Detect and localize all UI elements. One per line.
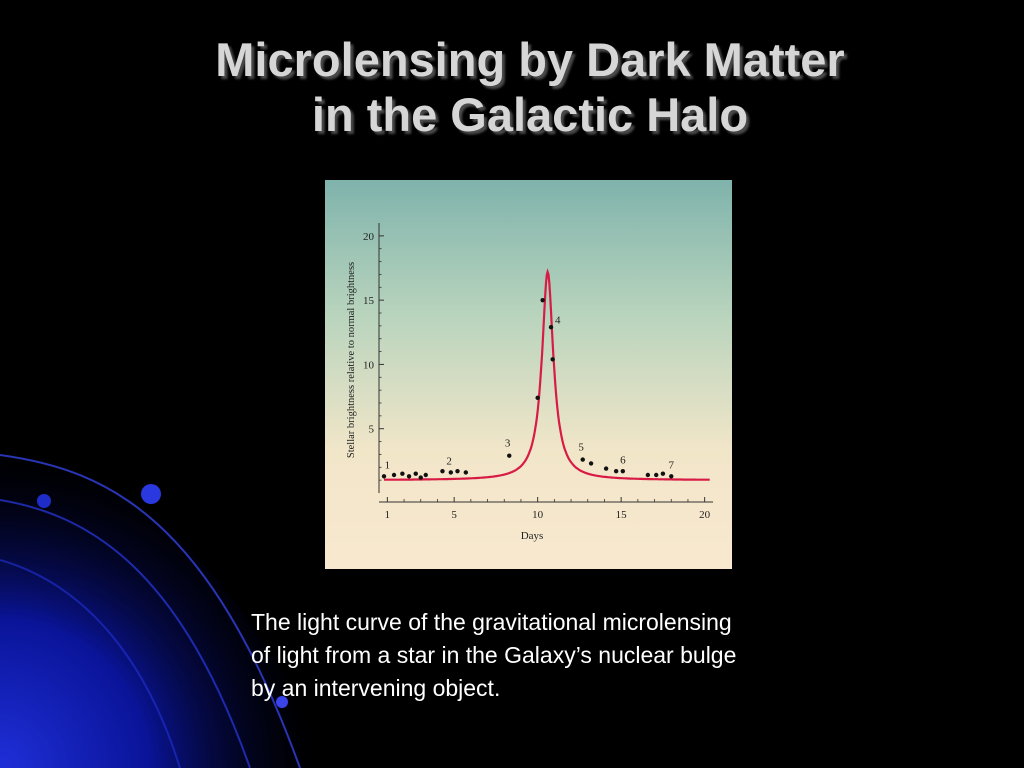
figure-caption: The light curve of the gravitational mic…: [251, 606, 891, 705]
epoch-label: 1: [385, 460, 391, 472]
data-point: [535, 395, 540, 401]
swirl-glow: [0, 440, 330, 768]
slide-title: Microlensing by Dark Matter in the Galac…: [0, 32, 1024, 142]
y-ticks: 5 10 15 20: [363, 231, 384, 481]
data-point: [660, 471, 666, 476]
data-point: [448, 470, 454, 475]
epoch-label: 7: [669, 460, 675, 472]
x-tick-label: 15: [616, 509, 628, 521]
chart-axes: [378, 223, 713, 503]
slide-title-line-2: in the Galactic Halo: [311, 88, 749, 141]
data-point: [580, 457, 585, 462]
data-point: [654, 472, 659, 478]
data-point: [418, 475, 423, 480]
caption-line-3: by an intervening object.: [251, 675, 501, 701]
x-tick-label: 10: [532, 509, 544, 521]
x-axis-label: Days: [521, 530, 544, 542]
data-point: [455, 468, 460, 474]
data-point: [440, 468, 445, 474]
data-point: [669, 474, 674, 479]
epoch-label: 3: [505, 438, 511, 450]
swirl-arc: [0, 454, 301, 768]
x-tick-label: 20: [699, 509, 711, 521]
y-tick-label: 20: [363, 231, 375, 243]
swirl-arc: [0, 499, 251, 768]
data-point: [603, 466, 609, 471]
slide-title-line-1: Microlensing by Dark Matter: [215, 33, 845, 86]
epoch-label: 6: [620, 454, 626, 466]
observation-points: [381, 297, 674, 480]
data-point: [550, 357, 555, 362]
y-axis-label: Stellar brightness relative to normal br…: [346, 262, 357, 458]
data-point: [588, 461, 594, 466]
data-point: [423, 472, 428, 478]
epoch-label: 2: [446, 456, 452, 468]
y-tick-label: 10: [363, 359, 375, 371]
data-point: [413, 471, 418, 476]
data-point: [381, 474, 387, 479]
y-tick-label: 15: [363, 295, 375, 307]
data-point: [406, 474, 412, 479]
x-ticks: 1 5 10 15 20: [385, 497, 711, 521]
data-point: [400, 471, 405, 476]
swirl-dot: [37, 494, 51, 508]
data-point: [645, 472, 651, 478]
x-tick-label: 1: [385, 509, 391, 521]
swirl-dot: [276, 696, 288, 708]
y-tick-label: 5: [369, 424, 375, 436]
data-point: [463, 470, 469, 475]
x-tick-label: 5: [451, 509, 457, 521]
caption-line-1: The light curve of the gravitational mic…: [251, 609, 732, 635]
data-point: [391, 472, 397, 478]
data-point: [613, 468, 619, 474]
epoch-labels: 1 2 3 4 5 6 7: [385, 314, 675, 471]
light-curve-line: [384, 268, 710, 481]
data-point: [540, 297, 545, 303]
data-point: [548, 324, 554, 330]
caption-line-2: of light from a star in the Galaxy’s nuc…: [251, 642, 737, 668]
data-point: [620, 468, 626, 474]
epoch-label: 4: [555, 314, 561, 326]
swirl-dot: [141, 484, 161, 504]
data-point: [507, 453, 512, 458]
swirl-arc: [0, 559, 181, 768]
epoch-label: 5: [578, 442, 584, 454]
